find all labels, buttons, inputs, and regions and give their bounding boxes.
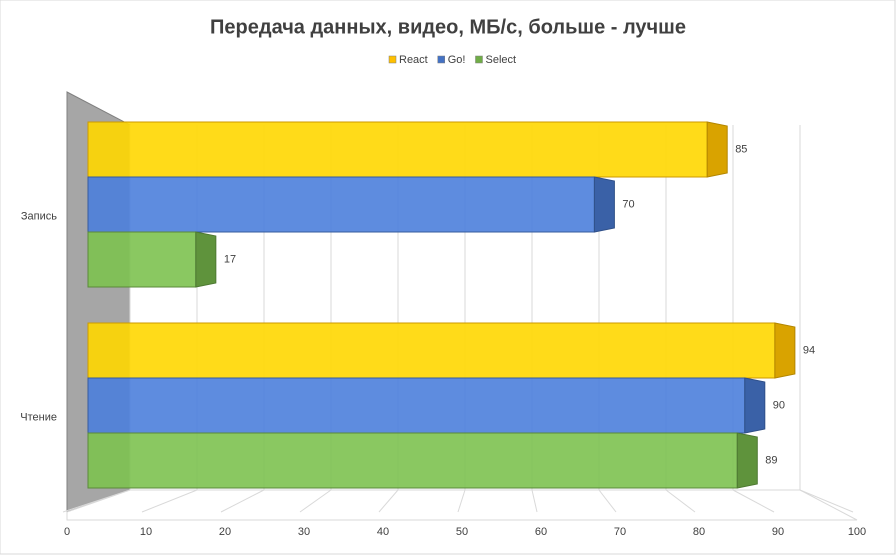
bar	[87, 121, 708, 178]
x-tick-label: 90	[772, 526, 784, 538]
x-tick-label: 50	[456, 526, 468, 538]
bar	[87, 377, 746, 434]
floor	[66, 489, 858, 521]
chart-title: Передача данных, видео, МБ/с, больше - л…	[210, 16, 686, 38]
bar-end	[593, 176, 615, 233]
x-tick-label: 60	[535, 526, 547, 538]
x-tick-label: 100	[848, 526, 866, 538]
floor-grid-line	[299, 489, 332, 513]
bar-end	[195, 231, 217, 288]
legend-label: Go!	[448, 54, 466, 66]
data-label: 94	[803, 344, 815, 356]
bar-end	[744, 377, 766, 434]
bar	[87, 231, 197, 288]
floor-grid-line	[378, 489, 399, 513]
legend-label: React	[399, 54, 428, 66]
bar	[87, 322, 776, 379]
x-tick-label: 20	[219, 526, 231, 538]
y-tick-label: Запись	[21, 210, 57, 222]
legend-label: Select	[485, 54, 516, 66]
bar-end	[774, 322, 796, 379]
floor-grid-line	[665, 489, 696, 513]
bar	[87, 176, 595, 233]
floor-grid-line	[141, 489, 198, 513]
legend-swatch	[475, 55, 483, 64]
data-label: 17	[224, 253, 236, 265]
bar	[87, 432, 738, 489]
floor-grid-line	[799, 489, 854, 513]
bar-end	[706, 121, 728, 178]
x-tick-label: 10	[140, 526, 152, 538]
x-tick-label: 70	[614, 526, 626, 538]
x-tick-label: 40	[377, 526, 389, 538]
floor-grid-line	[598, 489, 617, 513]
floor-grid-line	[457, 489, 466, 513]
floor-grid-line	[732, 489, 775, 513]
floor-grid-line	[220, 489, 265, 513]
bar-end	[736, 432, 758, 489]
legend-swatch	[437, 55, 445, 64]
y-tick-label: Чтение	[20, 411, 57, 423]
legend-swatch	[388, 55, 397, 64]
floor-grid-line	[531, 489, 538, 513]
x-tick-label: 80	[693, 526, 705, 538]
data-label: 85	[735, 143, 747, 155]
data-label: 89	[765, 454, 777, 466]
x-tick-label: 0	[64, 526, 70, 538]
x-tick-label: 30	[298, 526, 310, 538]
data-label: 70	[622, 198, 634, 210]
floor-grid-line	[62, 489, 131, 513]
data-label: 90	[773, 399, 785, 411]
